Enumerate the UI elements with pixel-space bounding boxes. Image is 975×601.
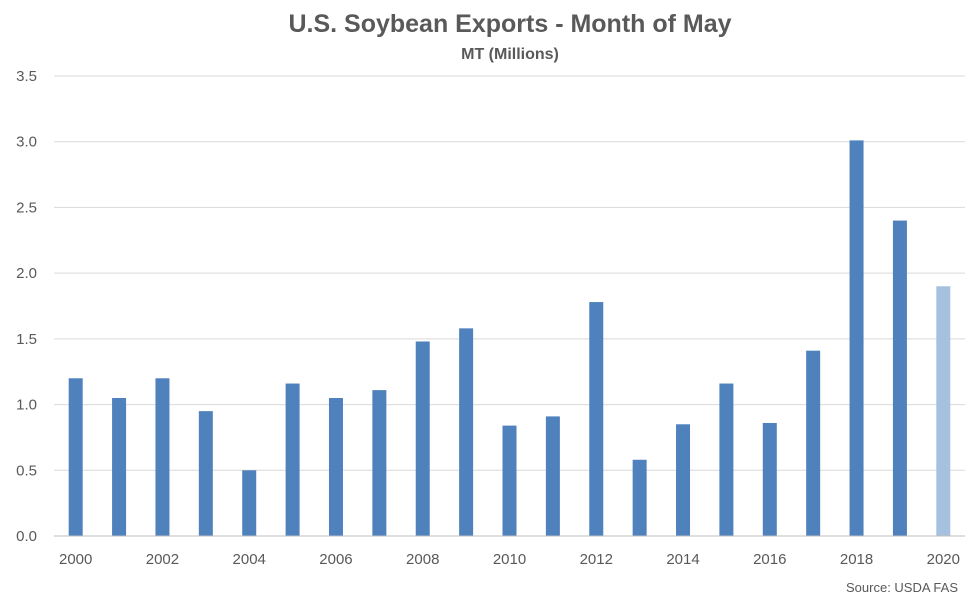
bar-2005 bbox=[285, 383, 300, 536]
bar-2002 bbox=[155, 378, 170, 536]
bar-2020 bbox=[936, 286, 951, 536]
x-tick-label: 2010 bbox=[493, 551, 526, 568]
bars bbox=[68, 140, 951, 537]
y-tick-label: 0.5 bbox=[16, 462, 37, 479]
x-tick-label: 2004 bbox=[233, 551, 266, 568]
chart-subtitle: MT (Millions) bbox=[461, 46, 559, 63]
y-tick-label: 1.5 bbox=[16, 331, 37, 348]
source-note: Source: USDA FAS bbox=[846, 580, 958, 595]
y-axis-ticks: 0.0 0.5 1.0 1.5 2.0 2.5 3.0 3.5 bbox=[16, 68, 37, 545]
bar-2011 bbox=[545, 416, 560, 536]
x-tick-label: 2018 bbox=[840, 551, 873, 568]
y-tick-label: 3.5 bbox=[16, 68, 37, 85]
bar-2017 bbox=[806, 350, 821, 536]
bar-2014 bbox=[676, 424, 691, 536]
y-tick-label: 0.0 bbox=[16, 528, 37, 545]
bar-2003 bbox=[198, 411, 213, 536]
bar-2015 bbox=[719, 383, 734, 536]
x-tick-label: 2002 bbox=[146, 551, 179, 568]
x-tick-label: 2014 bbox=[666, 551, 699, 568]
bar-2004 bbox=[242, 470, 257, 536]
gridlines bbox=[54, 75, 965, 471]
x-tick-label: 2008 bbox=[406, 551, 439, 568]
x-tick-label: 2016 bbox=[753, 551, 786, 568]
bar-2001 bbox=[112, 398, 127, 536]
x-tick-label: 2000 bbox=[59, 551, 92, 568]
chart-title: U.S. Soybean Exports - Month of May bbox=[288, 10, 731, 38]
bar-2000 bbox=[68, 378, 83, 536]
x-axis-ticks: 2000 2002 2004 2006 2008 2010 2012 2014 2016 2018… bbox=[59, 551, 960, 568]
bar-2012 bbox=[589, 302, 604, 536]
bar-2019 bbox=[892, 220, 907, 537]
bar-2006 bbox=[328, 398, 343, 536]
y-tick-label: 2.0 bbox=[16, 265, 37, 282]
bar-2018 bbox=[849, 140, 864, 536]
bar-2008 bbox=[415, 341, 430, 536]
x-tick-label: 2006 bbox=[319, 551, 352, 568]
x-tick-label: 2012 bbox=[580, 551, 613, 568]
y-tick-label: 2.5 bbox=[16, 199, 37, 216]
bar-2009 bbox=[459, 328, 474, 536]
bar-2007 bbox=[372, 390, 387, 536]
y-tick-label: 3.0 bbox=[16, 134, 37, 151]
bar-2010 bbox=[502, 425, 517, 536]
y-tick-label: 1.0 bbox=[16, 397, 37, 414]
x-tick-label: 2020 bbox=[927, 551, 960, 568]
bar-2013 bbox=[632, 459, 647, 536]
bar-2016 bbox=[762, 422, 777, 536]
